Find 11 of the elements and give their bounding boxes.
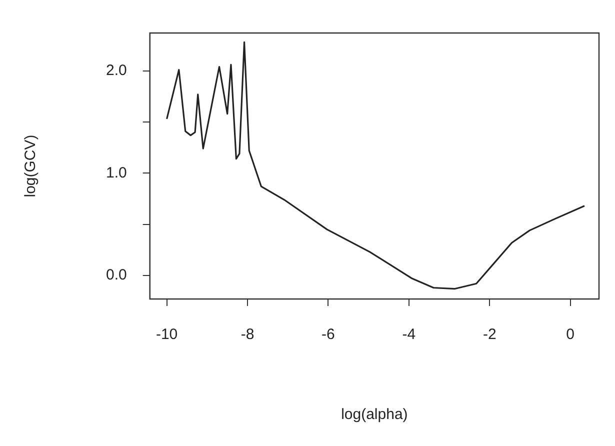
x-tick-label: -10 xyxy=(156,326,178,344)
x-tick-label: -8 xyxy=(240,326,254,344)
y-tick-label: 0.0 xyxy=(106,266,127,284)
y-tick-label: 1.0 xyxy=(106,164,127,182)
x-tick-label: -2 xyxy=(482,326,496,344)
y-axis-title: log(GCV) xyxy=(22,134,40,198)
x-tick-label: -4 xyxy=(402,326,416,344)
x-tick-label: -6 xyxy=(322,326,335,344)
y-tick-label: 2.0 xyxy=(106,62,127,79)
x-axis-title: log(alpha) xyxy=(341,406,408,424)
x-tick-label: 0 xyxy=(566,326,575,344)
